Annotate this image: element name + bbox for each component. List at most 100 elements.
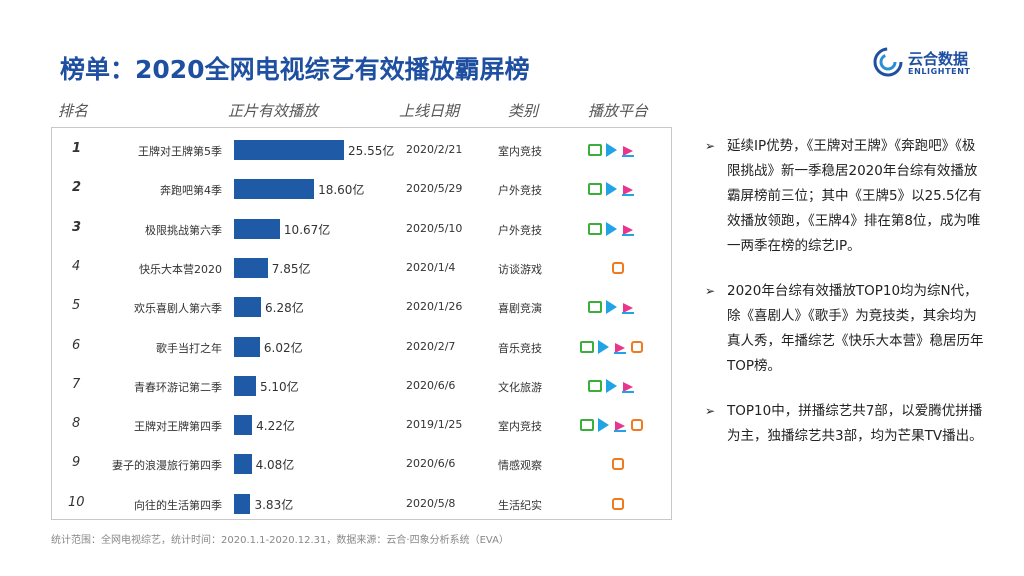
bar-value-label: 4.22亿 <box>256 419 295 434</box>
rank-number: 4 <box>72 258 81 274</box>
iqiyi-icon <box>588 301 602 314</box>
rank-number: 3 <box>72 219 82 235</box>
platform-icons <box>588 182 635 197</box>
bar-value-label: 18.60亿 <box>318 183 365 198</box>
launch-date: 2019/1/25 <box>406 418 463 432</box>
bar-value-label: 3.83亿 <box>254 497 294 512</box>
bar <box>234 297 262 318</box>
arrow-bullet-icon: ➢ <box>705 404 716 418</box>
note-text: 2020年台综有效播放TOP10均为综N代，除《喜剧人》《歌手》为竞技类，其余均… <box>727 283 984 374</box>
iqiyi-icon <box>580 340 594 353</box>
bar <box>234 218 280 239</box>
platform-icons <box>588 300 635 315</box>
rank-number: 1 <box>72 141 82 156</box>
category: 访谈游戏 <box>498 262 542 276</box>
rank-number: 9 <box>72 455 81 471</box>
tencent-video-icon <box>598 418 609 433</box>
show-name: 快乐大本营2020 <box>139 262 222 276</box>
launch-date: 2020/2/7 <box>406 339 456 353</box>
brand-logo: 云合数据 ENLIGHTENT <box>872 46 982 82</box>
tencent-video-icon <box>598 339 609 354</box>
category: 室内竞技 <box>498 145 542 158</box>
show-name: 王牌对王牌第四季 <box>134 420 222 434</box>
platform-icons <box>612 497 624 511</box>
platform-icons <box>588 378 635 393</box>
rank-number: 2 <box>72 180 82 196</box>
youku-icon <box>621 379 635 393</box>
show-name: 王牌对王牌第5季 <box>138 145 222 158</box>
ranking-table: 1 王牌对王牌第5季 25.55亿 2020/2/21 室内竞技 2 奔跑吧第4季 18.60… <box>51 127 672 520</box>
category: 情感观察 <box>498 459 542 473</box>
show-name: 欢乐喜剧人第六季 <box>134 302 222 316</box>
iqiyi-icon <box>588 144 602 156</box>
show-name: 妻子的浪漫旅行第四季 <box>112 459 222 473</box>
show-name: 极限挑战第六季 <box>145 223 222 237</box>
note-text: TOP10中，拼播综艺共7部，以爱腾优拼播为主，独播综艺共3部，均为芒果TV播出… <box>727 403 983 444</box>
header-date: 上线日期 <box>399 102 460 120</box>
launch-date: 2020/1/26 <box>406 300 463 314</box>
rank-number: 8 <box>72 416 81 432</box>
platform-icons <box>588 143 635 157</box>
tencent-video-icon <box>606 182 617 197</box>
tencent-video-icon <box>606 221 617 236</box>
bar <box>234 415 253 436</box>
platform-icons <box>612 457 624 471</box>
launch-date: 2020/6/6 <box>406 457 456 471</box>
arrow-bullet-icon: ➢ <box>705 284 716 298</box>
bar-value-label: 25.55亿 <box>348 144 395 158</box>
show-name: 青春环游记第二季 <box>134 380 222 394</box>
youku-icon <box>621 222 635 236</box>
rank-number: 7 <box>72 376 81 392</box>
launch-date: 2020/1/4 <box>406 260 456 274</box>
platform-icons <box>612 261 624 275</box>
category: 生活纪实 <box>498 498 542 512</box>
show-name: 向往的生活第四季 <box>134 498 222 512</box>
notes-panel: ➢ 延续IP优势，《王牌对王牌》《奔跑吧》《极限挑战》新一季稳居2020年台综有效… <box>705 134 985 469</box>
launch-date: 2020/6/6 <box>406 378 456 392</box>
bar <box>234 336 260 357</box>
launch-date: 2020/2/21 <box>406 143 463 156</box>
launch-date: 2020/5/8 <box>406 496 456 510</box>
launch-date: 2020/5/29 <box>406 182 463 196</box>
bar <box>234 493 251 514</box>
header-platform: 播放平台 <box>588 102 649 120</box>
show-name: 歌手当打之年 <box>156 341 222 355</box>
footnote: 统计范围：全网电视综艺，统计时间：2020.1.1-2020.12.31，数据来… <box>51 535 509 546</box>
note-text: 延续IP优势，《王牌对王牌》《奔跑吧》《极限挑战》新一季稳居2020年台综有效播… <box>727 138 982 254</box>
rank-number: 5 <box>72 298 81 314</box>
youku-icon <box>621 143 635 157</box>
category: 户外竞技 <box>498 223 542 237</box>
mango-tv-icon <box>612 458 624 471</box>
logo-text-en: ENLIGHTENT <box>908 67 971 76</box>
category: 喜剧竞演 <box>498 302 542 316</box>
youku-icon <box>613 340 627 354</box>
logo-text-cn: 云合数据 <box>908 50 969 68</box>
note-item: ➢ 2020年台综有效播放TOP10均为综N代，除《喜剧人》《歌手》为竞技类，其余… <box>705 279 985 379</box>
iqiyi-icon <box>588 222 602 235</box>
category: 音乐竞技 <box>498 341 542 355</box>
youku-icon <box>621 182 635 197</box>
bar-value-label: 4.08亿 <box>255 458 295 473</box>
tencent-video-icon <box>606 378 617 393</box>
iqiyi-icon <box>588 183 602 196</box>
page-title: 榜单：2020全网电视综艺有效播放霸屏榜 <box>60 55 530 84</box>
show-name: 奔跑吧第4季 <box>160 184 222 198</box>
header-rank: 排名 <box>58 102 89 120</box>
bar <box>234 454 252 475</box>
bar <box>234 179 315 200</box>
iqiyi-icon <box>588 379 602 392</box>
category: 文化旅游 <box>498 380 542 394</box>
bar-value-label: 6.02亿 <box>263 340 303 355</box>
rank-number: 10 <box>68 494 85 510</box>
mango-tv-icon <box>612 497 624 510</box>
note-item: ➢ 延续IP优势，《王牌对王牌》《奔跑吧》《极限挑战》新一季稳居2020年台综有效… <box>705 134 985 259</box>
mango-tv-icon <box>631 419 643 432</box>
header-views: 正片有效播放 <box>228 102 319 120</box>
tencent-video-icon <box>606 300 617 315</box>
category: 户外竞技 <box>498 184 542 198</box>
category: 室内竞技 <box>498 420 542 434</box>
mango-tv-icon <box>631 340 643 353</box>
bar <box>234 257 268 278</box>
platform-icons <box>580 418 643 433</box>
platform-icons <box>588 221 635 236</box>
